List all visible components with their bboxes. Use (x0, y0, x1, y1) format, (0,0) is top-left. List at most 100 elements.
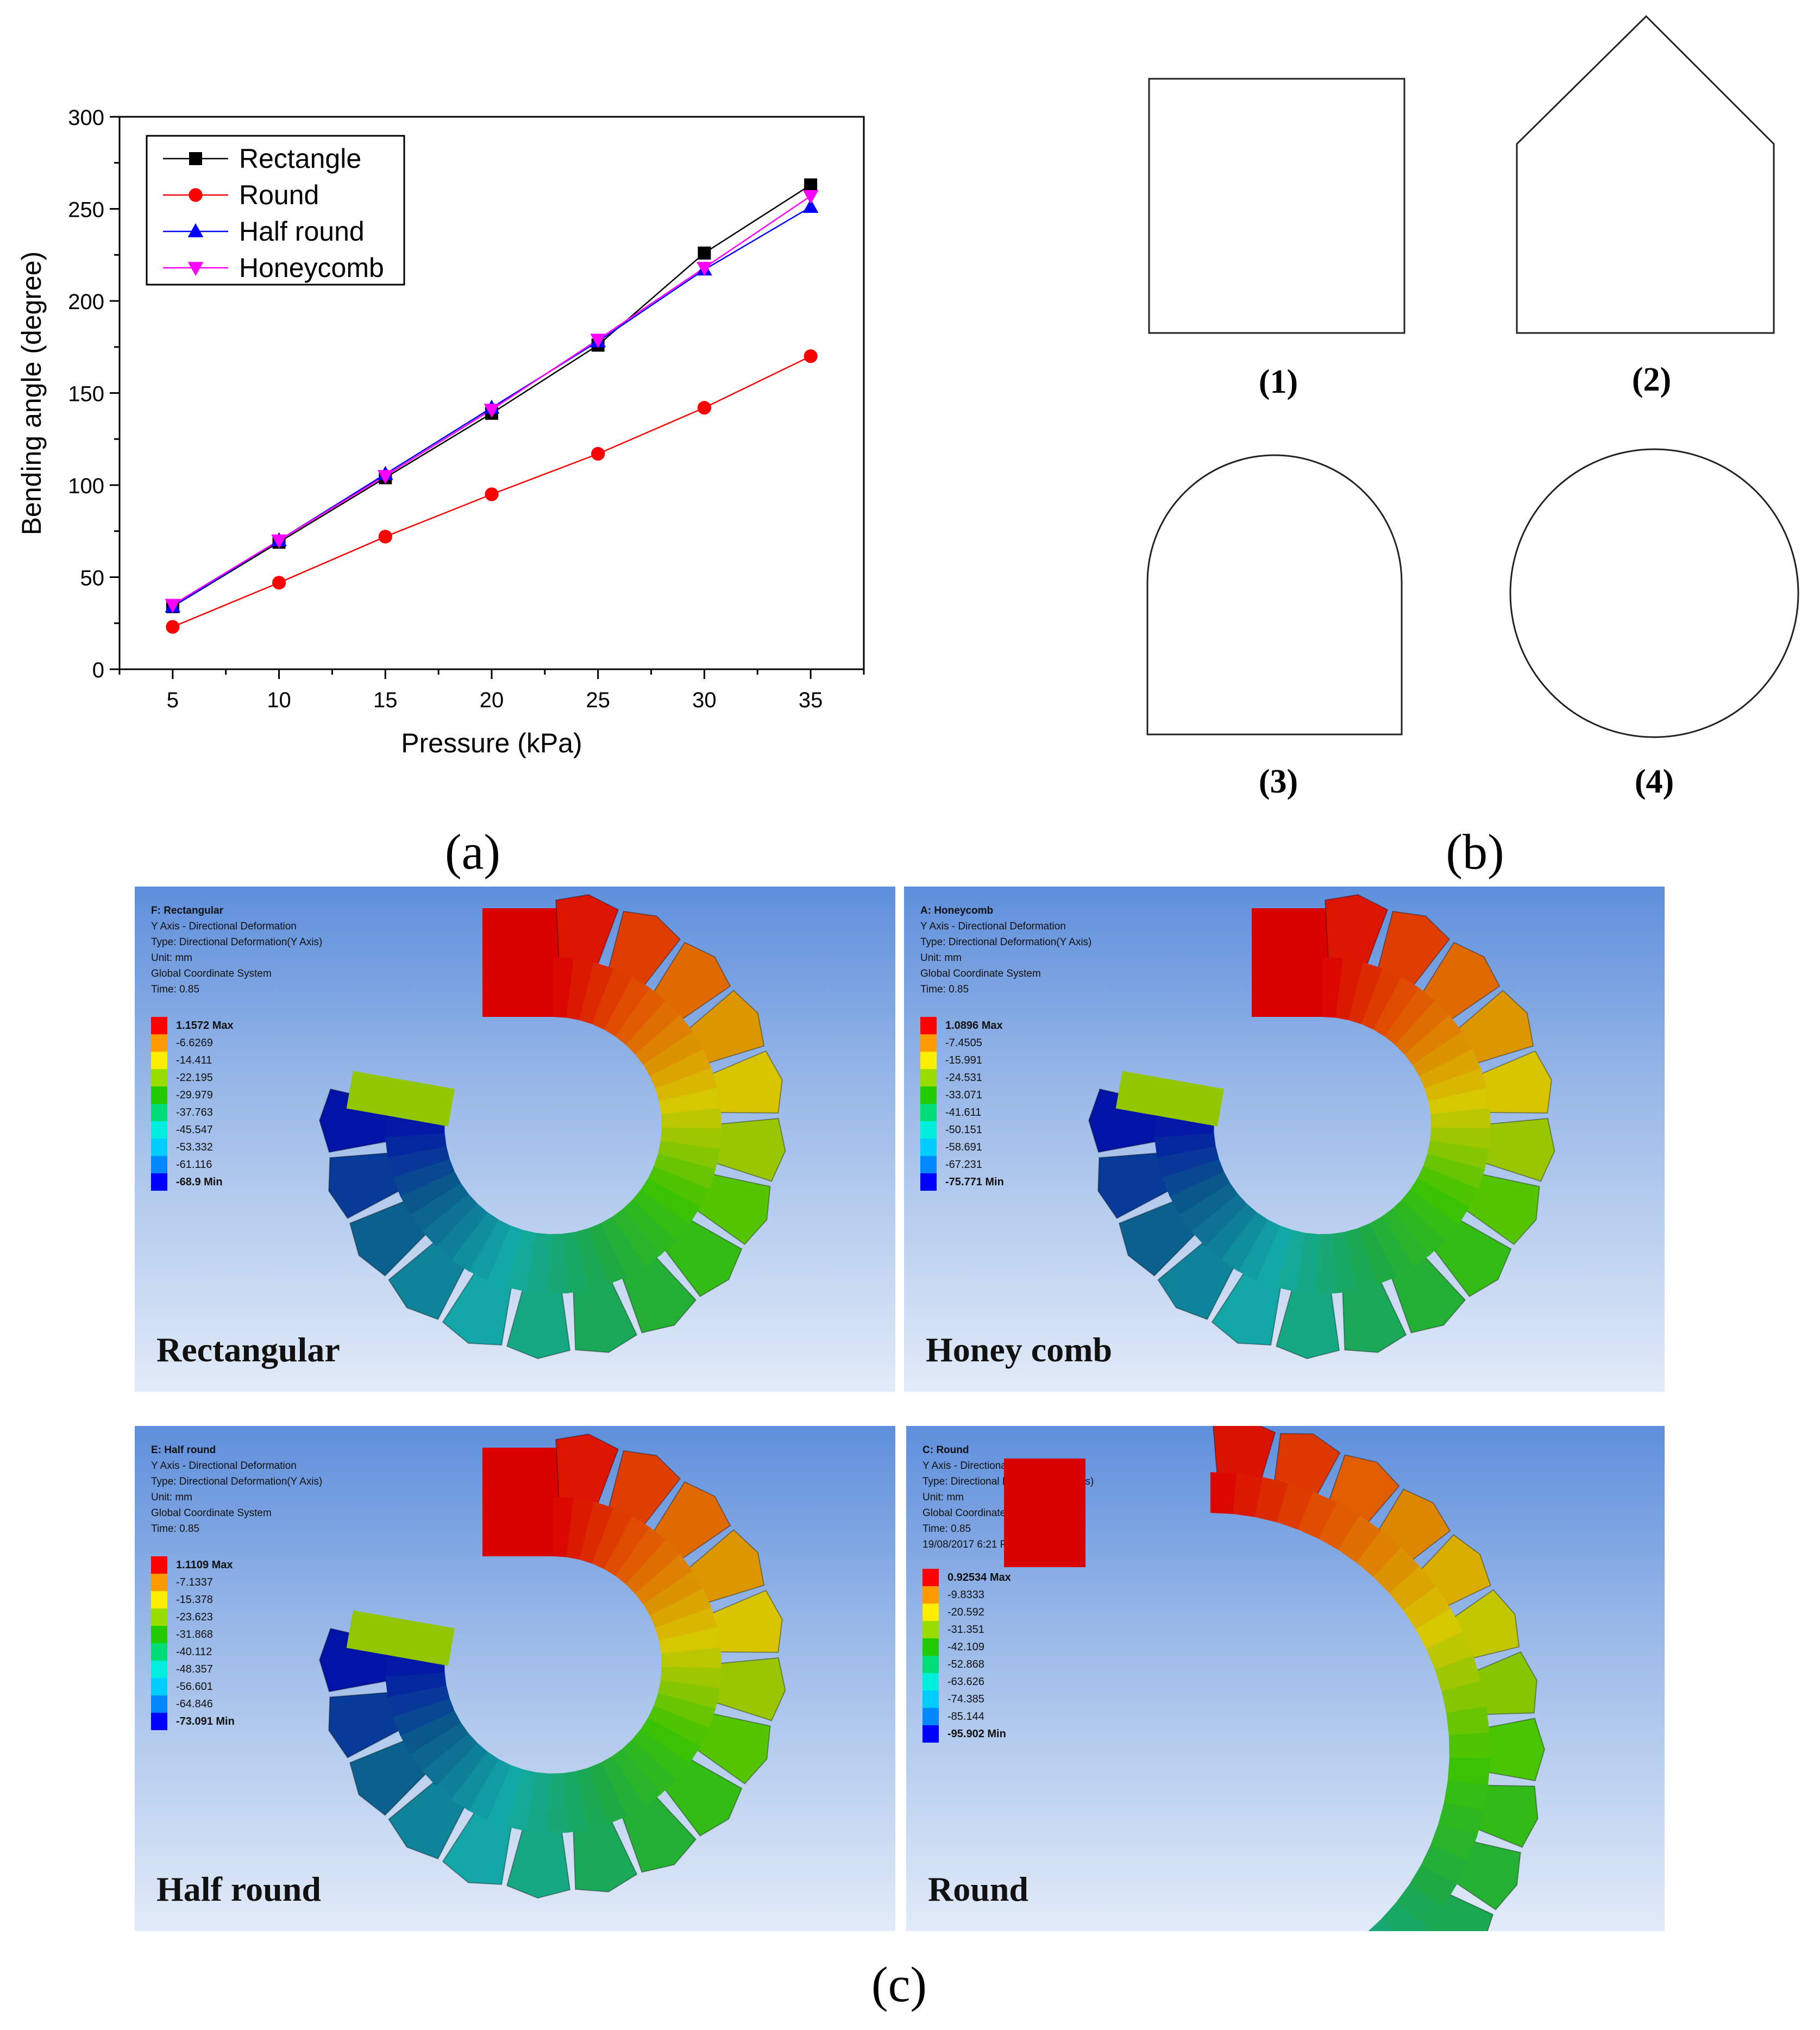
legend-swatch (151, 1052, 167, 1069)
ring-segment (1395, 1000, 1451, 1055)
ring-segment (421, 1193, 478, 1247)
legend-row: -73.091 Min (151, 1713, 322, 1730)
ring-segment (640, 1178, 701, 1225)
legend-value: -15.378 (176, 1593, 213, 1606)
ring-segment (1204, 1203, 1257, 1260)
legend-swatch (922, 1708, 939, 1725)
ring-segment (525, 1233, 550, 1294)
ring-segment (661, 1647, 721, 1669)
ring-segment (392, 1158, 455, 1197)
ring-segment (1348, 962, 1384, 1025)
data-point-round (272, 576, 286, 590)
legend-row: -6.6269 (151, 1034, 322, 1052)
ring-segment (575, 1228, 608, 1291)
legend-value: -52.868 (947, 1658, 984, 1670)
legend-value: -45.547 (176, 1123, 213, 1136)
ring-segment (1419, 1049, 1482, 1089)
ring-segment (1335, 958, 1365, 1021)
ring-segment (566, 958, 595, 1021)
ring-segment (592, 1507, 633, 1570)
ring-segment (1430, 1824, 1478, 1863)
sim-title: F: Rectangular (151, 905, 224, 916)
chamber (1483, 1718, 1546, 1782)
ring-segment (1415, 1608, 1464, 1651)
ring-segment (1361, 968, 1403, 1030)
legend-row: -50.151 (920, 1121, 1091, 1139)
legend-row: -52.868 (922, 1656, 1094, 1673)
legend-swatch (922, 1569, 939, 1586)
ring-segment (643, 1031, 704, 1077)
legend-swatch (151, 1661, 167, 1678)
sim-caption: Honey comb (926, 1330, 1113, 1369)
legend-row: -68.9 Min (151, 1173, 322, 1191)
ring-segment (1380, 1902, 1428, 1931)
legend-swatch (151, 1678, 167, 1695)
legend-row: -61.116 (151, 1156, 322, 1173)
sim-title: E: Half round (151, 1444, 216, 1456)
legend-swatch (151, 1695, 167, 1713)
ring-segment (657, 1140, 720, 1171)
ring-segment (1190, 1193, 1247, 1247)
y-tick-label: 150 (68, 382, 104, 406)
legend-value: -67.231 (945, 1158, 982, 1171)
legend-value: -68.9 Min (176, 1176, 223, 1188)
legend-row: -85.144 (922, 1708, 1094, 1725)
ring-segment (387, 1685, 450, 1717)
deformation-body (319, 894, 786, 1360)
ring-segment (1401, 1189, 1459, 1241)
legend-row: -42.109 (922, 1638, 1094, 1656)
tip-segment (346, 1071, 455, 1127)
ring-segment (1233, 1473, 1265, 1518)
ring-segment (468, 1219, 511, 1281)
ring-segment (643, 1570, 704, 1617)
legend-value: -20.592 (947, 1606, 984, 1618)
ring-segment (579, 962, 615, 1025)
ring-segment (1420, 1845, 1468, 1886)
legend-row: -9.8333 (922, 1586, 1094, 1604)
shape-label-3: (3) (1258, 763, 1298, 800)
ring-segment (1298, 1491, 1339, 1539)
legend-row: 1.1109 Max (151, 1556, 322, 1574)
chamber (506, 1285, 571, 1360)
ring-segment (505, 1769, 536, 1832)
legend-row: -95.902 Min (922, 1725, 1094, 1743)
ring-segment (1430, 1108, 1491, 1130)
legend-row: 0.92534 Max (922, 1569, 1094, 1586)
ring-segment (600, 1756, 645, 1817)
legend-value: -22.195 (176, 1071, 213, 1084)
sim-panel-honeycomb: A: Honeycomb Y Axis - Directional Deform… (904, 887, 1665, 1392)
data-point-honeycomb (377, 470, 393, 485)
x-tick-label: 25 (586, 688, 610, 712)
legend-value: -7.1337 (176, 1576, 213, 1588)
chamber (506, 1825, 571, 1899)
ring-segment (1210, 1472, 1239, 1514)
legend-swatch (920, 1052, 937, 1069)
deformation-body (1088, 894, 1555, 1360)
sim-info-line: Unit: mm (920, 952, 962, 964)
ring-segment (1427, 1140, 1489, 1171)
ring-segment (600, 1216, 645, 1278)
legend-row: -15.991 (920, 1052, 1091, 1069)
legend-swatch (920, 1104, 937, 1121)
chart-legend: Rectangle Round Half round Honeycomb (146, 135, 405, 286)
ring-segment (1277, 1483, 1315, 1530)
legend-value: 1.1109 Max (176, 1558, 233, 1571)
ring-segment (1384, 988, 1436, 1046)
ring-segment (468, 1758, 511, 1820)
ring-segment (1295, 1233, 1319, 1294)
legend-row: -41.611 (920, 1104, 1091, 1121)
ring-segment (1356, 1530, 1403, 1579)
legend-value: -15.991 (945, 1054, 982, 1066)
legend-marker-honeycomb (187, 262, 204, 276)
ring-segment (604, 1516, 651, 1576)
sim-info: F: Rectangular Y Axis - Directional Defo… (151, 903, 322, 1191)
chamber (1480, 1117, 1555, 1182)
ring-segment (1369, 1216, 1414, 1278)
sim-info: A: Honeycomb Y Axis - Directional Deform… (920, 903, 1091, 1191)
honeycomb-shape (1516, 15, 1775, 334)
ring-segment (505, 1229, 536, 1292)
color-legend: 1.1572 Max -6.6269 -14.411 -22.195 -29.979 -3… (151, 1017, 322, 1191)
data-point-round (804, 349, 818, 363)
ring-segment (1446, 1706, 1490, 1737)
ring-segment (387, 1145, 450, 1178)
